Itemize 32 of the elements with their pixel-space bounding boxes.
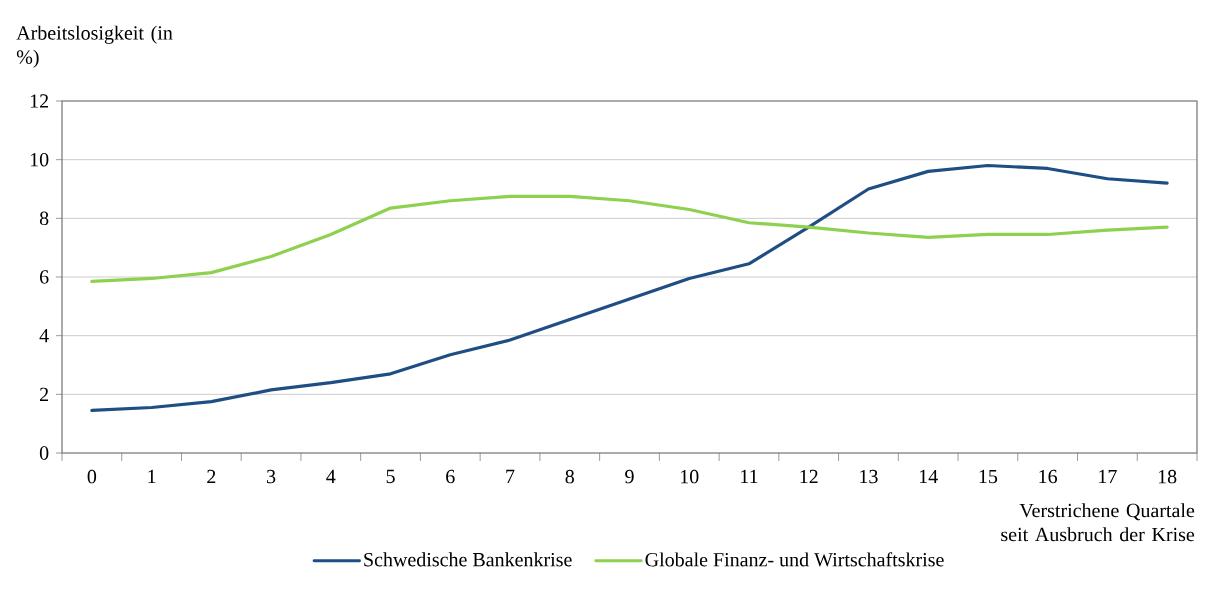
y-tick-label: 0 — [39, 446, 49, 460]
x-tick-label: 14 — [919, 469, 938, 484]
y-tick-label: 2 — [40, 387, 49, 401]
x-tick-label: 12 — [800, 469, 818, 484]
x-axis-title: Verstrichene Quartale seit Ausbruch der Krise — [1001, 503, 1195, 542]
x-tick-label: 7 — [506, 469, 515, 483]
x-tick-label: 18 — [1158, 469, 1177, 484]
y-tick-label: 8 — [39, 211, 49, 226]
x-tick-label: 17 — [1099, 469, 1117, 484]
x-tick-label: 9 — [625, 469, 634, 484]
x-tick-label: 6 — [446, 469, 455, 484]
x-tick-label: 0 — [87, 469, 97, 484]
y-tick-label: 10 — [30, 152, 49, 167]
x-tick-label: 3 — [267, 469, 276, 484]
legend-label: Globale Finanz- und Wirtschaftskrise — [645, 552, 944, 567]
x-tick-label: 1 — [148, 469, 156, 484]
x-tick-label: 10 — [681, 469, 699, 484]
x-tick-label: 13 — [860, 469, 878, 484]
y-tick-label: 6 — [39, 270, 49, 284]
legend-label: Schwedische Bankenkrise — [364, 552, 572, 567]
line-series — [90, 194, 1169, 283]
x-tick-label: 11 — [741, 469, 758, 484]
x-tick-label: 2 — [207, 469, 216, 484]
x-tick-label: 15 — [979, 469, 998, 484]
x-tick-label: 16 — [1039, 469, 1058, 484]
line-series — [90, 163, 1169, 413]
y-tick-label: 12 — [30, 94, 49, 108]
x-tick-label: 5 — [386, 469, 395, 484]
x-tick-label: 8 — [565, 469, 574, 484]
y-tick-label: 4 — [39, 329, 49, 343]
y-axis-title: Arbeitslosigkeit (in %) — [16, 25, 173, 68]
x-tick-label: 4 — [326, 469, 336, 484]
